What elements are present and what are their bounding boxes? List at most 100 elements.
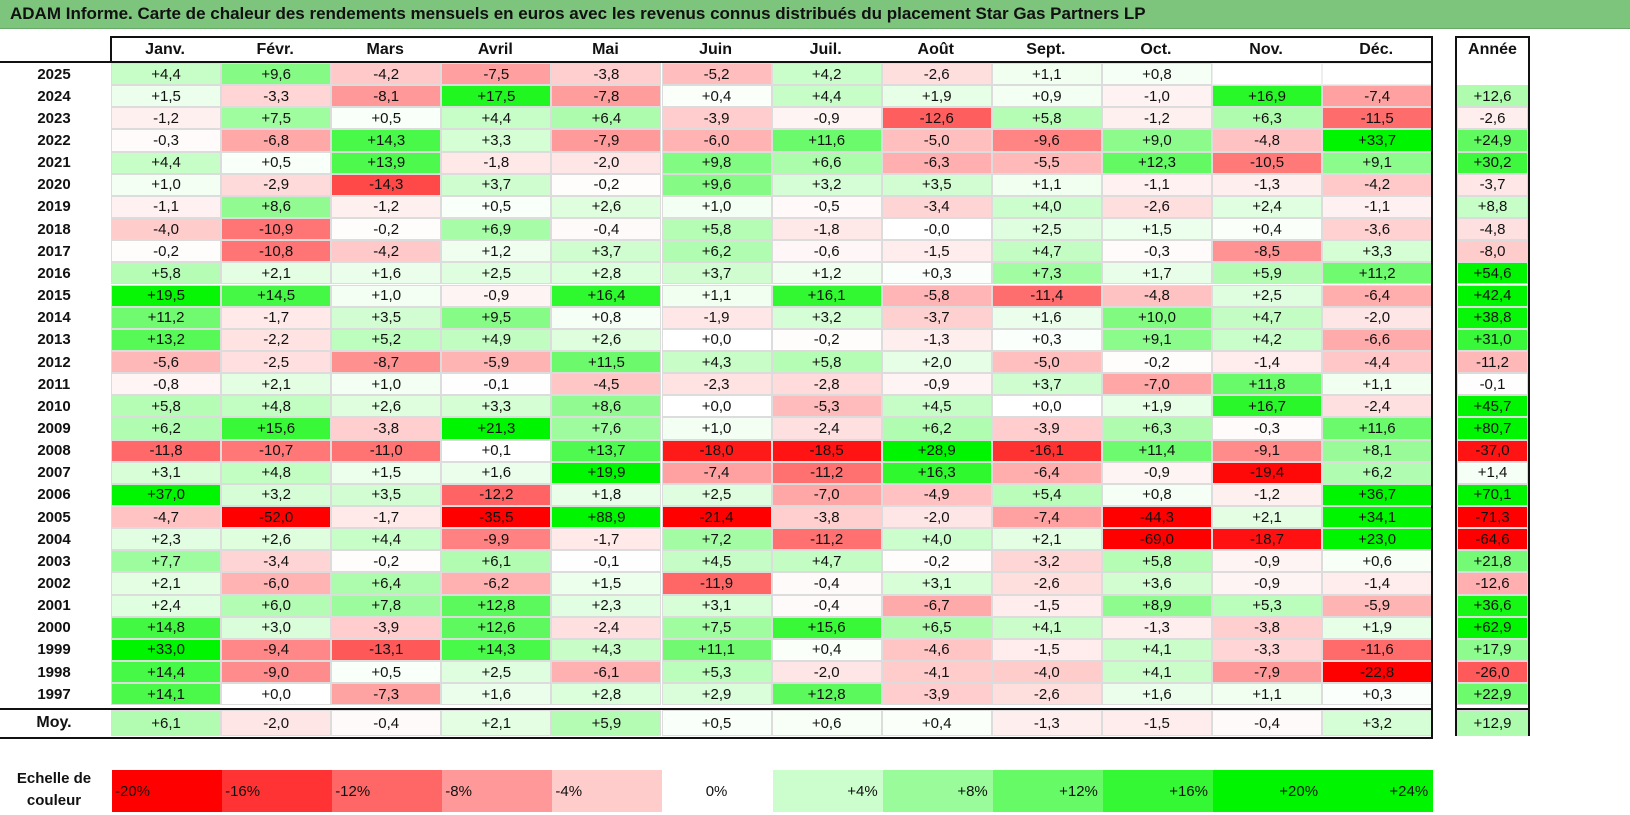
- heatmap-cell: +1,6: [1101, 683, 1212, 706]
- heatmap-cell: +1,0: [661, 417, 772, 440]
- heatmap-cell: +0,9: [991, 85, 1102, 108]
- heatmap-cell: +14,8: [111, 616, 222, 639]
- heatmap-cell: -4,2: [331, 240, 442, 263]
- heatmap-cell: +0,8: [551, 306, 662, 329]
- heatmap-cell: -1,7: [331, 506, 442, 529]
- heatmap-cell: -3,4: [881, 195, 992, 219]
- heatmap-cell: +1,9: [1322, 616, 1433, 639]
- heatmap-cell: +2,5: [661, 483, 772, 506]
- heatmap-cell: -1,1: [1322, 195, 1433, 219]
- heatmap-cell: +11,2: [111, 306, 222, 329]
- heatmap-cell: -5,0: [991, 350, 1102, 374]
- heatmap-cell: -11,2: [771, 461, 882, 484]
- average-cell: +6,1: [111, 710, 222, 737]
- column-header: Août: [917, 40, 954, 58]
- heatmap-cell: -0,0: [881, 218, 992, 241]
- heatmap-cell: -1,5: [881, 240, 992, 263]
- heatmap-cell: +4,1: [1101, 661, 1212, 684]
- column-header: Sept.: [1026, 40, 1066, 58]
- column-header: Oct.: [1140, 40, 1172, 58]
- column-header: Avril: [477, 40, 513, 58]
- row-year-label: 2005: [37, 508, 71, 526]
- heatmap-cell: +4,2: [1212, 328, 1323, 351]
- heatmap-cell: +4,3: [661, 350, 772, 374]
- heatmap-cell: +1,6: [991, 306, 1102, 329]
- heatmap-cell: +0,8: [1101, 483, 1212, 506]
- heatmap-cell: +6,4: [331, 572, 442, 595]
- heatmap-cell: -5,9: [1322, 594, 1433, 617]
- heatmap-cell: -2,4: [551, 616, 662, 639]
- heatmap-cell: +6,5: [881, 616, 992, 639]
- column-header: Févr.: [256, 40, 294, 58]
- color-scale-step: +12%: [992, 770, 1103, 812]
- annual-cell: +8,8: [1457, 195, 1528, 219]
- heatmap-cell: +2,5: [1212, 284, 1323, 307]
- heatmap-cell: -7,3: [331, 683, 442, 706]
- heatmap-cell: -7,4: [991, 506, 1102, 529]
- heatmap-cell: +17,5: [441, 85, 552, 108]
- heatmap-cell: -0,2: [551, 173, 662, 196]
- heatmap-cell: +4,9: [441, 328, 552, 351]
- heatmap-cell: -4,6: [881, 638, 992, 662]
- heatmap-cell: +3,2: [771, 173, 882, 196]
- heatmap-cell: -0,2: [881, 550, 992, 573]
- row-year-label: 2007: [37, 464, 71, 482]
- heatmap-cell: -5,3: [771, 395, 882, 418]
- row-year-label: 1997: [37, 685, 71, 703]
- heatmap-cell: +0,4: [1212, 218, 1323, 241]
- heatmap-cell: -3,3: [221, 85, 332, 108]
- heatmap-cell: -0,6: [771, 240, 882, 263]
- color-scale-step: -4%: [552, 770, 663, 812]
- annual-cell: +38,8: [1457, 306, 1528, 329]
- heatmap-cell: -1,2: [1212, 483, 1323, 506]
- row-year-label: 2014: [37, 309, 71, 327]
- row-year-label: 2008: [37, 442, 71, 460]
- heatmap-cell: -69,0: [1101, 528, 1212, 551]
- heatmap-cell: +4,4: [111, 151, 222, 174]
- heatmap-cell: +1,0: [331, 284, 442, 307]
- heatmap-cell: -7,9: [1212, 661, 1323, 684]
- heatmap-cell: -2,6: [1101, 195, 1212, 219]
- heatmap-cell: +1,6: [441, 683, 552, 706]
- heatmap-cell: +9,1: [1322, 151, 1433, 174]
- heatmap-cell: -10,5: [1212, 151, 1323, 174]
- heatmap-cell: +1,1: [991, 173, 1102, 196]
- heatmap-cell: -4,2: [331, 63, 442, 86]
- heatmap-cell: +1,8: [551, 483, 662, 506]
- color-scale-step: -20%: [112, 770, 223, 812]
- average-cell: +0,4: [881, 710, 992, 737]
- heatmap-cell: -3,9: [661, 107, 772, 130]
- heatmap-cell: +4,7: [1212, 306, 1323, 329]
- heatmap-cell: -0,9: [771, 107, 882, 130]
- column-header: Juil.: [809, 40, 842, 58]
- average-cell: +0,5: [661, 710, 772, 737]
- heatmap-cell: -2,4: [771, 417, 882, 440]
- heatmap-cell: +4,0: [881, 528, 992, 551]
- heatmap-cell: +4,8: [221, 461, 332, 484]
- heatmap-cell: +9,5: [441, 306, 552, 329]
- row-year-label: 2006: [37, 486, 71, 504]
- column-header: Mai: [592, 40, 619, 58]
- heatmap-cell: -6,4: [1322, 284, 1433, 307]
- heatmap-cell: +1,2: [441, 240, 552, 263]
- heatmap-cell: -3,9: [881, 683, 992, 706]
- heatmap-cell: +14,3: [441, 638, 552, 662]
- heatmap-cell: +8,1: [1322, 439, 1433, 462]
- heatmap-cell: +3,3: [1322, 240, 1433, 263]
- heatmap-cell: +2,5: [441, 262, 552, 285]
- heatmap-cell: +7,8: [331, 594, 442, 617]
- row-year-label: 1999: [37, 641, 71, 659]
- average-separator-annual: [1455, 708, 1530, 711]
- heatmap-cell: +11,5: [551, 350, 662, 374]
- annual-cell: -37,0: [1457, 439, 1528, 462]
- heatmap-cell: -1,5: [991, 638, 1102, 662]
- heatmap-cell: -6,7: [881, 594, 992, 617]
- heatmap-cell: +34,1: [1322, 506, 1433, 529]
- heatmap-cell: -14,3: [331, 173, 442, 196]
- column-header: Juin: [699, 40, 732, 58]
- heatmap-cell: -1,9: [661, 306, 772, 329]
- row-year-label: 2016: [37, 264, 71, 282]
- heatmap-cell: -1,5: [991, 594, 1102, 617]
- heatmap-cell: +0,5: [331, 107, 442, 130]
